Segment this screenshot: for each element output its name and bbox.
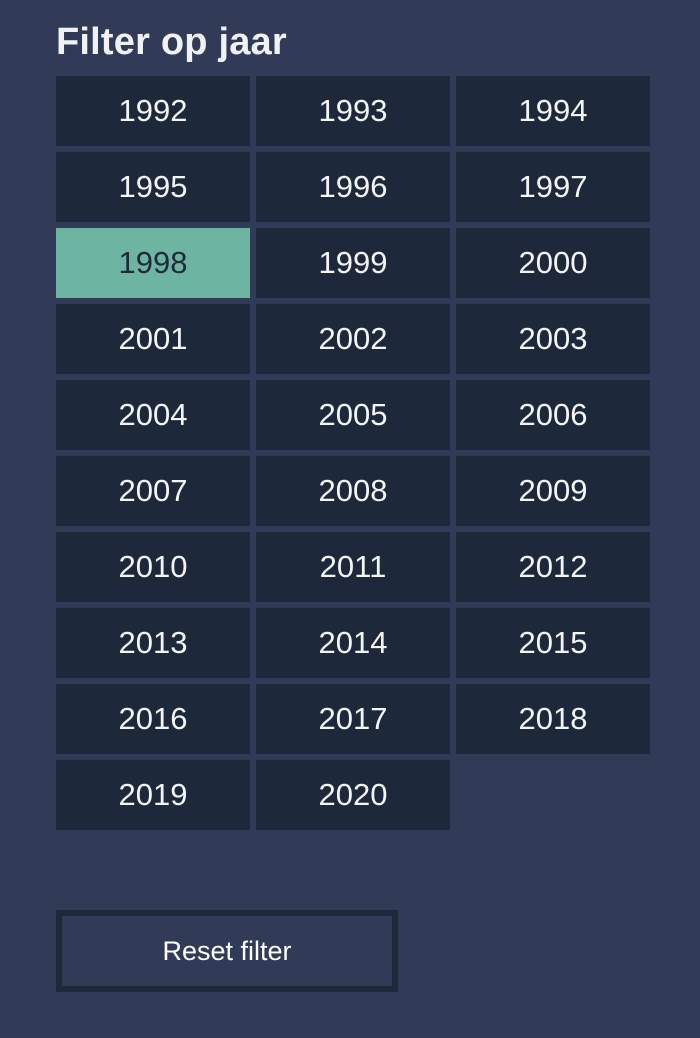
year-button-1992[interactable]: 1992	[56, 76, 250, 146]
year-button-2006[interactable]: 2006	[456, 380, 650, 450]
year-button-2005[interactable]: 2005	[256, 380, 450, 450]
year-grid: 1992 1993 1994 1995 1996 1997 1998 1999 2000 2001…	[56, 76, 650, 830]
year-button-2020[interactable]: 2020	[256, 760, 450, 830]
year-button-2011[interactable]: 2011	[256, 532, 450, 602]
year-button-1995[interactable]: 1995	[56, 152, 250, 222]
year-button-2017[interactable]: 2017	[256, 684, 450, 754]
year-button-2008[interactable]: 2008	[256, 456, 450, 526]
year-filter-panel: Filter op jaar 1992 1993 1994 1995 1996 1997 1…	[56, 0, 656, 992]
filter-title: Filter op jaar	[56, 21, 287, 63]
year-button-1993[interactable]: 1993	[256, 76, 450, 146]
year-button-2003[interactable]: 2003	[456, 304, 650, 374]
year-button-1999[interactable]: 1999	[256, 228, 450, 298]
year-button-2016[interactable]: 2016	[56, 684, 250, 754]
year-button-2000[interactable]: 2000	[456, 228, 650, 298]
year-button-1998[interactable]: 1998	[56, 228, 250, 298]
year-button-2014[interactable]: 2014	[256, 608, 450, 678]
year-button-1997[interactable]: 1997	[456, 152, 650, 222]
reset-filter-button[interactable]: Reset filter	[56, 910, 398, 992]
year-button-2015[interactable]: 2015	[456, 608, 650, 678]
year-button-2004[interactable]: 2004	[56, 380, 250, 450]
year-button-2010[interactable]: 2010	[56, 532, 250, 602]
year-button-2002[interactable]: 2002	[256, 304, 450, 374]
year-button-1996[interactable]: 1996	[256, 152, 450, 222]
year-button-2007[interactable]: 2007	[56, 456, 250, 526]
year-button-2019[interactable]: 2019	[56, 760, 250, 830]
year-button-2018[interactable]: 2018	[456, 684, 650, 754]
year-button-2001[interactable]: 2001	[56, 304, 250, 374]
year-button-2013[interactable]: 2013	[56, 608, 250, 678]
year-button-2009[interactable]: 2009	[456, 456, 650, 526]
year-button-1994[interactable]: 1994	[456, 76, 650, 146]
year-button-2012[interactable]: 2012	[456, 532, 650, 602]
